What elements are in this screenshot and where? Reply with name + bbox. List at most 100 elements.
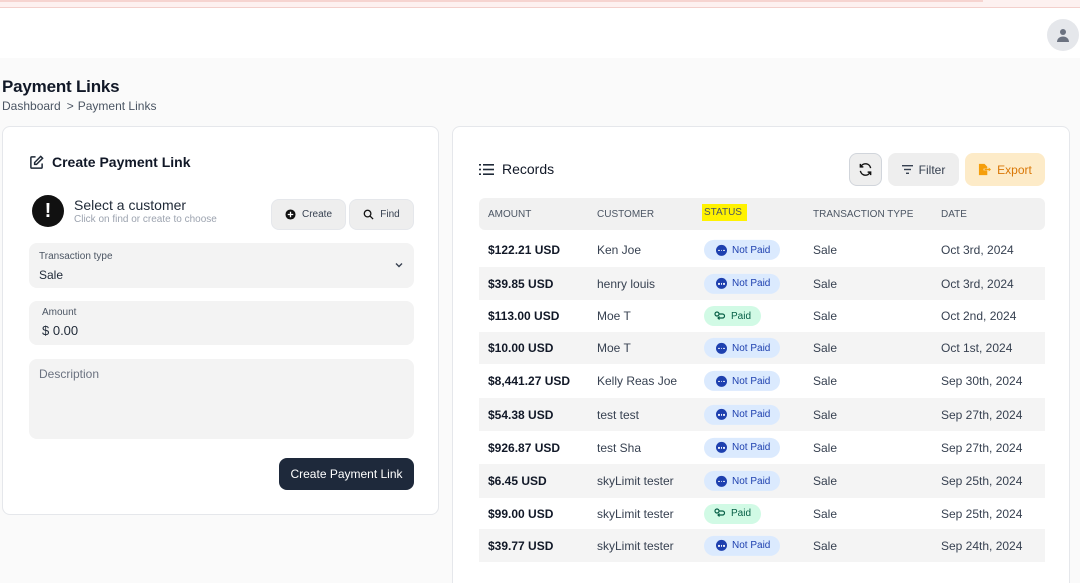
create-payment-link-button[interactable]: Create Payment Link <box>279 458 414 490</box>
column-header-amount[interactable]: AMOUNT <box>488 209 532 220</box>
amount-cell: $10.00 USD <box>488 341 554 355</box>
table-row[interactable]: $122.21 USD Ken Joe Not Paid Sale Oct 3rd, 2… <box>479 233 1045 267</box>
plus-circle-icon <box>285 209 296 220</box>
status-badge: Not Paid <box>704 371 781 392</box>
customer-cell: Kelly Reas Joe <box>597 374 678 388</box>
table-row[interactable]: $39.85 USD henry louis Not Paid Sale Oct 3rd… <box>479 267 1045 300</box>
transaction-type-cell: Sale <box>813 341 838 355</box>
date-cell: Sep 27th, 2024 <box>941 440 1023 455</box>
records-card: Records Filter Export AMOUNT CUSTOMER ST… <box>452 126 1070 583</box>
transaction-type-cell: Sale <box>813 440 838 455</box>
amount-value: $ 0.00 <box>42 323 79 338</box>
status-badge: Not Paid <box>704 471 781 492</box>
customer-cell: Ken Joe <box>597 243 642 257</box>
date-cell: Sep 30th, 2024 <box>941 374 1023 388</box>
table-row[interactable]: $39.77 USD skyLimit tester Not Paid Sale Sep… <box>479 529 1045 562</box>
amount-field[interactable]: Amount $ 0.00 <box>29 301 414 345</box>
records-header: Records <box>479 161 554 177</box>
date-cell: Sep 25th, 2024 <box>941 506 1023 521</box>
date-cell: Oct 3rd, 2024 <box>941 276 1014 291</box>
status-cell: Not Paid <box>704 338 781 359</box>
create-customer-button[interactable]: Create <box>271 199 346 230</box>
transaction-type-value: Sale <box>39 268 64 282</box>
status-cell: Paid <box>704 306 762 326</box>
table-row[interactable]: $10.00 USD Moe T Not Paid Sale Oct 1st, 2024 <box>479 332 1045 364</box>
date-cell: Oct 3rd, 2024 <box>941 243 1014 257</box>
amount-cell: $99.00 USD <box>488 506 554 521</box>
customer-cell: skyLimit tester <box>597 474 674 488</box>
pending-dots-icon <box>716 244 727 256</box>
column-header-customer[interactable]: CUSTOMER <box>597 209 655 220</box>
date-cell: Oct 1st, 2024 <box>941 341 1013 355</box>
table-row[interactable]: $926.87 USD test Sha Not Paid Sale Sep 27th,… <box>479 431 1045 464</box>
breadcrumb-separator: > <box>66 99 74 113</box>
status-cell: Paid <box>704 503 762 524</box>
customer-cell: Moe T <box>597 341 631 355</box>
date-cell: Sep 25th, 2024 <box>941 474 1023 488</box>
export-file-icon <box>979 163 992 176</box>
table-row[interactable]: $113.00 USD Moe T Paid Sale Oct 2nd, 2024 <box>479 300 1045 332</box>
table-row[interactable]: $6.45 USD skyLimit tester Not Paid Sale Sep … <box>479 464 1045 498</box>
customer-cell: henry louis <box>597 276 656 291</box>
description-textarea[interactable]: Description <box>29 359 414 439</box>
pending-dots-icon <box>716 278 727 290</box>
transaction-type-cell: Sale <box>813 309 838 323</box>
alert-icon: ! <box>32 195 64 227</box>
status-cell: Not Paid <box>704 437 781 458</box>
status-badge: Not Paid <box>704 273 781 294</box>
filter-button[interactable]: Filter <box>888 153 959 186</box>
status-label: Not Paid <box>732 375 771 387</box>
status-cell: Not Paid <box>704 471 781 492</box>
user-avatar[interactable] <box>1047 19 1079 51</box>
transaction-type-cell: Sale <box>813 374 838 388</box>
description-placeholder: Description <box>39 367 100 381</box>
transaction-type-cell: Sale <box>813 407 838 422</box>
list-icon <box>479 163 494 175</box>
customer-cell: skyLimit tester <box>597 538 674 553</box>
customer-subtitle: Click on find or create to choose <box>74 214 217 225</box>
transaction-type-select[interactable]: Transaction type Sale <box>29 243 414 288</box>
status-badge: Paid <box>704 503 762 524</box>
top-header <box>0 8 1080 58</box>
status-cell: Not Paid <box>704 240 781 261</box>
pending-dots-icon <box>716 409 727 421</box>
amount-cell: $926.87 USD <box>488 440 561 455</box>
amount-cell: $6.45 USD <box>488 474 547 488</box>
records-table-body: $122.21 USD Ken Joe Not Paid Sale Oct 3rd, 2… <box>479 233 1045 562</box>
paid-icon <box>714 310 726 320</box>
date-cell: Sep 24th, 2024 <box>941 538 1023 553</box>
status-label: Not Paid <box>732 442 771 454</box>
table-row[interactable]: $8,441.27 USD Kelly Reas Joe Not Paid Sale S… <box>479 364 1045 398</box>
pending-dots-icon <box>716 540 727 552</box>
amount-cell: $113.00 USD <box>488 309 560 323</box>
search-icon <box>363 209 374 220</box>
status-cell: Not Paid <box>704 404 781 425</box>
export-button[interactable]: Export <box>965 153 1045 186</box>
user-icon <box>1057 29 1069 42</box>
status-label: Paid <box>731 310 752 322</box>
column-header-transaction-type[interactable]: TRANSACTION TYPE <box>813 209 914 220</box>
export-label: Export <box>997 162 1032 177</box>
status-label: Not Paid <box>732 244 771 256</box>
customer-title: Select a customer <box>74 197 187 213</box>
status-badge: Not Paid <box>704 240 781 261</box>
customer-cell: test test <box>597 407 640 422</box>
status-badge: Not Paid <box>704 338 781 359</box>
refresh-button[interactable] <box>849 153 882 186</box>
pending-dots-icon <box>716 342 727 354</box>
filter-icon <box>901 165 913 174</box>
status-badge: Paid <box>704 306 762 326</box>
status-cell: Not Paid <box>704 371 781 392</box>
table-row[interactable]: $54.38 USD test test Not Paid Sale Sep 27th,… <box>479 398 1045 431</box>
status-badge: Not Paid <box>704 535 781 556</box>
records-title: Records <box>502 161 555 177</box>
table-row[interactable]: $99.00 USD skyLimit tester Paid Sale Sep 25t… <box>479 498 1045 529</box>
find-customer-button[interactable]: Find <box>349 199 414 230</box>
column-header-date[interactable]: DATE <box>941 209 967 220</box>
create-card-title: Create Payment Link <box>52 154 191 170</box>
amount-cell: $39.85 USD <box>488 276 554 291</box>
column-header-status[interactable]: STATUS <box>702 204 747 221</box>
status-badge: Not Paid <box>704 404 781 425</box>
pending-dots-icon <box>716 475 727 487</box>
breadcrumb-dashboard-link[interactable]: Dashboard <box>2 99 61 113</box>
